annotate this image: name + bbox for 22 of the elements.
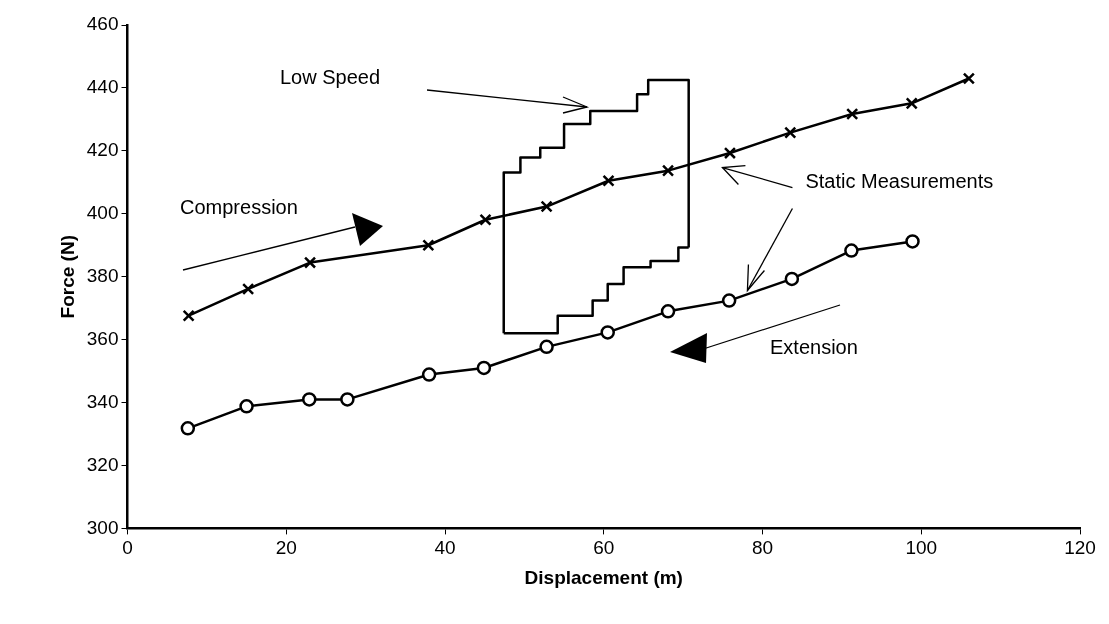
- x-tick-label: 100: [905, 537, 938, 559]
- y-tick-label: 320: [86, 453, 119, 475]
- x-tick-label: 80: [751, 537, 774, 559]
- y-tick-label: 380: [86, 264, 119, 286]
- annotation: Low Speed: [280, 65, 381, 88]
- x-tick-label: 20: [275, 537, 297, 559]
- y-axis-title: Force (N): [56, 235, 78, 319]
- annotation: Compression: [180, 195, 298, 218]
- y-tick-label: 360: [86, 327, 119, 349]
- x-tick-label: 120: [1064, 537, 1096, 559]
- x-tick-label: 0: [122, 537, 133, 559]
- y-tick-label: 340: [86, 390, 119, 412]
- y-tick-label: 440: [86, 76, 119, 98]
- x-axis-title: Displacement (m): [524, 566, 683, 588]
- y-tick-label: 420: [86, 139, 119, 161]
- y-tick-label: 400: [86, 202, 119, 224]
- annotation: Extension: [770, 335, 858, 358]
- y-tick-label: 300: [86, 516, 119, 538]
- y-tick-label: 460: [86, 13, 119, 35]
- annotation: Static Measurements: [805, 170, 994, 193]
- x-tick-label: 60: [593, 537, 615, 559]
- x-tick-label: 40: [434, 537, 456, 559]
